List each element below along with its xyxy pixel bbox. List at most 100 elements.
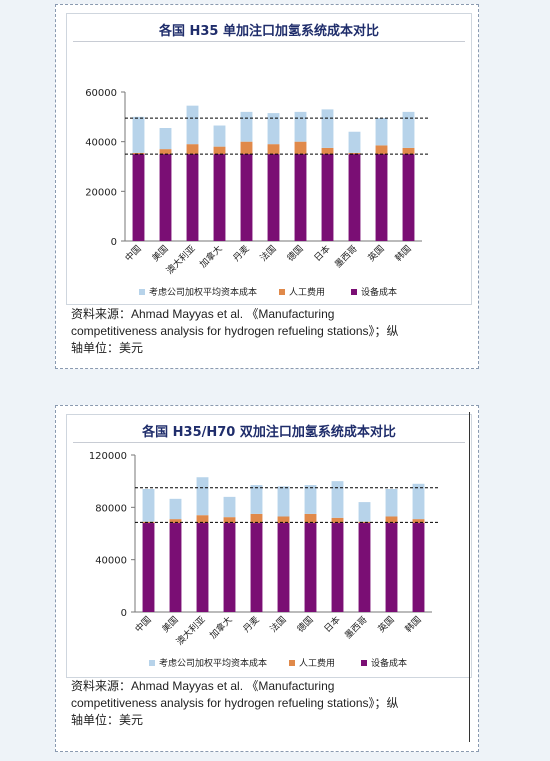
bar-segment bbox=[385, 523, 398, 612]
x-tick-label: 英国 bbox=[375, 614, 396, 635]
bar-segment bbox=[358, 521, 371, 524]
bar-segment bbox=[412, 483, 425, 520]
bar-segment bbox=[240, 154, 253, 241]
chart-frame-1: 各国 H35 单加注口加氢系统成本对比 0 20000 40000 60000 中国 美国… bbox=[66, 13, 472, 305]
bar-segment bbox=[358, 523, 371, 612]
bar-segment bbox=[223, 496, 236, 518]
y-tick-label: 20000 bbox=[85, 187, 117, 198]
bar-segment bbox=[132, 152, 145, 155]
legend-label: 人工费用 bbox=[289, 286, 325, 298]
x-tick-label: 韩国 bbox=[392, 243, 413, 264]
bar-segment bbox=[267, 144, 280, 155]
x-tick-label: 加拿大 bbox=[197, 243, 225, 271]
legend-swatch bbox=[361, 660, 367, 666]
bar-segment bbox=[331, 481, 344, 518]
bar-segment bbox=[159, 154, 172, 241]
bar-segment bbox=[412, 523, 425, 612]
x-tick-label: 澳大利亚 bbox=[164, 243, 198, 277]
legend-label: 设备成本 bbox=[371, 657, 407, 669]
bar-segment bbox=[213, 146, 226, 155]
chart-panel-1: 各国 H35 单加注口加氢系统成本对比 0 20000 40000 60000 中国 美国… bbox=[55, 4, 479, 369]
title-divider-2 bbox=[73, 442, 465, 443]
x-tick-label: 德国 bbox=[294, 614, 315, 635]
bar-segment bbox=[159, 128, 172, 150]
legend-swatch bbox=[149, 660, 155, 666]
bar-segment bbox=[375, 154, 388, 241]
x-tick-label: 英国 bbox=[365, 243, 386, 264]
chart-panel-2: 各国 H35/H70 双加注口加氢系统成本对比 0 40000 80000 12000… bbox=[55, 405, 479, 752]
y-tick-label: 80000 bbox=[95, 503, 127, 514]
x-tick-label: 韩国 bbox=[402, 614, 423, 635]
x-tick-label: 法国 bbox=[267, 614, 288, 635]
legend-label: 考虑公司加权平均资本成本 bbox=[149, 286, 257, 298]
side-divider-line bbox=[469, 412, 470, 742]
x-tick-label: 德国 bbox=[284, 243, 305, 264]
chart-title-2: 各国 H35/H70 双加注口加氢系统成本对比 bbox=[142, 425, 396, 440]
bar-segment bbox=[331, 523, 344, 612]
y-tick-label: 120000 bbox=[89, 451, 127, 462]
legend-swatch bbox=[289, 660, 295, 666]
title-divider-1 bbox=[73, 41, 465, 42]
bar-segment bbox=[240, 141, 253, 155]
x-tick-label: 中国 bbox=[132, 614, 153, 635]
legend-label: 考虑公司加权平均资本成本 bbox=[159, 657, 267, 669]
x-tick-label: 美国 bbox=[149, 243, 170, 264]
x-tick-label: 墨西哥 bbox=[333, 243, 360, 270]
bar-segment bbox=[142, 523, 155, 612]
bar-segment bbox=[385, 516, 398, 524]
bar-segment bbox=[223, 517, 236, 524]
bar-segment bbox=[375, 118, 388, 146]
bar-segment bbox=[159, 149, 172, 155]
bar-segment bbox=[196, 515, 209, 524]
y-tick-label: 40000 bbox=[85, 138, 117, 149]
bar-segment bbox=[223, 523, 236, 612]
bar-segment bbox=[132, 116, 145, 153]
bar-segment bbox=[142, 521, 155, 524]
x-tick-label: 中国 bbox=[122, 243, 143, 264]
bar-segment bbox=[132, 154, 145, 241]
bar-segment bbox=[196, 477, 209, 516]
x-tick-label: 美国 bbox=[159, 614, 180, 635]
y-tick-label: 0 bbox=[111, 237, 117, 248]
bar-segment bbox=[250, 485, 263, 514]
bar-segment bbox=[358, 502, 371, 522]
bar-segment bbox=[267, 154, 280, 241]
bar-segment bbox=[294, 154, 307, 241]
bar-segment bbox=[277, 516, 290, 524]
bar-segment bbox=[294, 111, 307, 142]
bar-segment bbox=[267, 113, 280, 145]
y-tick-label: 40000 bbox=[95, 556, 127, 567]
x-tick-label: 丹麦 bbox=[240, 614, 261, 635]
caption-line-3: 轴单位：美元 bbox=[71, 341, 144, 355]
bar-segment bbox=[186, 154, 199, 241]
x-tick-label: 日本 bbox=[311, 243, 332, 264]
x-tick-label: 丹麦 bbox=[230, 243, 251, 264]
caption-line-1: 资料来源：Ahmad Mayyas et al. 《Manufacturing bbox=[71, 307, 335, 321]
x-tick-label: 墨西哥 bbox=[343, 614, 370, 641]
bar-segment bbox=[412, 519, 425, 524]
source-caption-1: 资料来源：Ahmad Mayyas et al. 《Manufacturing … bbox=[71, 306, 470, 357]
legend-swatch bbox=[279, 289, 285, 295]
bar-segment bbox=[250, 523, 263, 612]
bar-segment bbox=[331, 517, 344, 524]
caption-line-1: 资料来源：Ahmad Mayyas et al. 《Manufacturing bbox=[71, 679, 335, 693]
bar-segment bbox=[277, 486, 290, 517]
x-tick-label: 法国 bbox=[257, 243, 278, 264]
bar-segment bbox=[385, 489, 398, 517]
bar-segment bbox=[348, 152, 361, 155]
bar-segment bbox=[402, 147, 415, 155]
bar-segment bbox=[169, 498, 182, 520]
legend-label: 设备成本 bbox=[361, 286, 397, 298]
bar-segment bbox=[169, 519, 182, 524]
bar-segment bbox=[402, 111, 415, 148]
chart-frame-2: 各国 H35/H70 双加注口加氢系统成本对比 0 40000 80000 12000… bbox=[66, 414, 472, 678]
legend-swatch bbox=[139, 289, 145, 295]
bar-segment bbox=[321, 154, 334, 241]
bar-segment bbox=[304, 523, 317, 612]
bar-segment bbox=[186, 105, 199, 145]
caption-line-2: competitiveness analysis for hydrogen re… bbox=[71, 324, 399, 338]
chart-title-1: 各国 H35 单加注口加氢系统成本对比 bbox=[158, 24, 380, 39]
bar-segment bbox=[169, 523, 182, 612]
x-tick-label: 澳大利亚 bbox=[174, 614, 208, 648]
